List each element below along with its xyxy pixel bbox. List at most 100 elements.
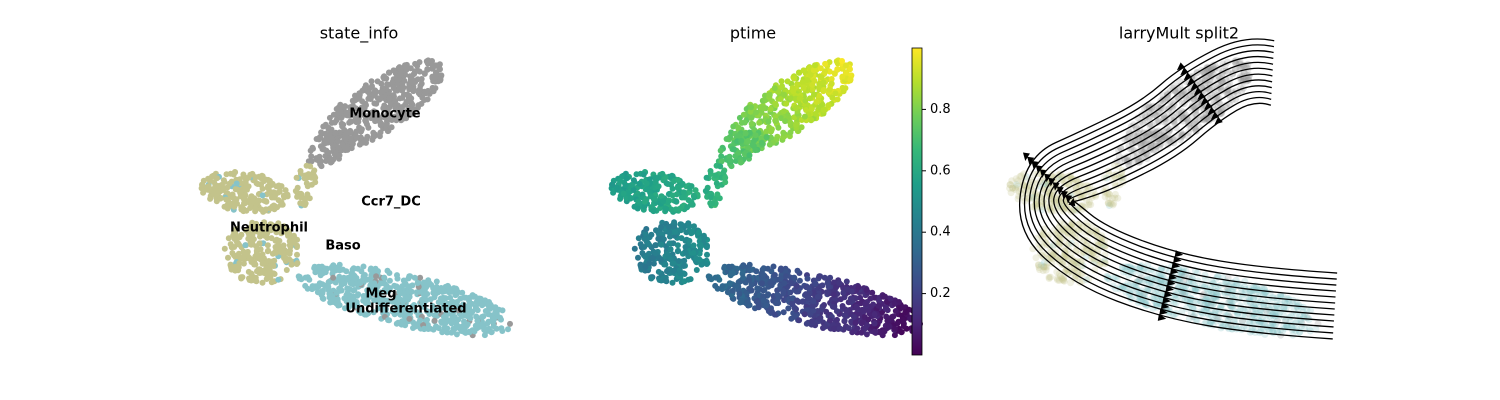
cluster-label: Neutrophil [230,221,308,236]
cell-point [1157,102,1165,110]
cell-point [704,251,710,258]
cell-point [867,295,874,302]
cell-point [358,128,364,135]
cell-point [425,326,432,332]
cell-point [789,300,796,307]
cell-point [226,180,233,187]
cell-point [312,179,319,186]
cell-point [775,124,782,131]
cell-point [630,177,637,184]
cell-point [245,268,252,275]
cell-point [833,284,840,291]
cell-point [449,319,456,326]
cell-point [278,183,285,190]
cell-point [330,111,337,118]
cell-point [876,298,883,304]
cell-point [415,102,422,109]
cell-point [887,295,894,302]
cell-point [259,279,266,286]
cell-point [231,203,238,210]
cell-point [213,194,220,201]
cell-point [673,198,680,205]
cell-point [658,223,665,230]
cell-point [622,182,629,189]
cell-point [669,192,676,199]
cell-point [842,85,849,92]
cell-point [780,287,787,294]
cell-point [381,274,388,281]
cell-point [275,276,282,283]
cell-point [718,158,725,165]
cell-point [444,325,451,332]
cell-point [326,290,333,297]
cell-point [696,229,702,236]
cell-point [307,163,314,170]
panel-title: larryMult split2 [1119,24,1239,43]
cell-point [367,275,374,282]
cell-point [361,311,368,318]
cell-point [452,300,459,307]
cell-point [204,184,211,191]
cell-point [432,85,439,92]
cell-point [404,294,411,300]
cell-point [308,158,315,165]
cell-point [640,171,647,178]
cell-point [416,86,423,93]
cell-point [279,229,286,236]
cell-point [674,184,681,191]
cell-point [484,320,491,327]
cell-point [270,189,277,196]
cell-point [267,270,273,277]
cell-point [1289,325,1297,333]
cell-point [746,261,753,268]
cell-point [353,128,360,135]
cell-point [785,305,792,312]
cell-point [433,69,440,76]
cell-point [326,133,333,139]
cell-point [433,308,440,315]
cell-point [430,289,437,296]
cell-point [381,304,388,311]
cell-point [235,250,242,257]
colorbar-fill [911,47,923,356]
cell-point [765,291,772,298]
cell-point [317,157,324,164]
cluster-label: Baso [325,239,360,254]
cell-point [886,323,893,330]
cell-point [735,149,742,156]
cell-point [730,287,736,294]
cell-point [242,250,249,257]
cell-point [829,94,836,101]
cell-point [679,180,686,187]
cell-point [641,198,648,205]
cell-point [816,273,823,280]
cell-point [753,298,760,305]
cell-point [1269,311,1277,318]
cell-point [200,189,207,196]
cell-point [420,279,427,286]
cell-point [834,59,841,66]
cell-point [1256,306,1264,314]
cell-point [312,174,319,181]
cell-point [780,108,787,115]
cell-point [674,248,681,255]
cell-point [256,240,263,247]
cell-point [245,183,251,190]
cell-point [252,205,259,212]
cell-point [1052,235,1060,243]
cell-point [350,265,357,272]
cell-point [338,281,345,288]
cell-point [233,226,240,232]
cell-point [839,58,845,64]
cell-point [395,294,401,301]
cell-point [659,170,666,177]
cell-point [648,275,655,282]
cell-point [898,329,905,335]
cell-point [225,198,232,205]
cell-point [407,65,414,72]
colorbar-tick-label: 0.8 [930,102,951,117]
cell-point [380,88,387,95]
cell-point [771,272,778,278]
cell-point [279,201,286,208]
cell-point [377,119,384,126]
